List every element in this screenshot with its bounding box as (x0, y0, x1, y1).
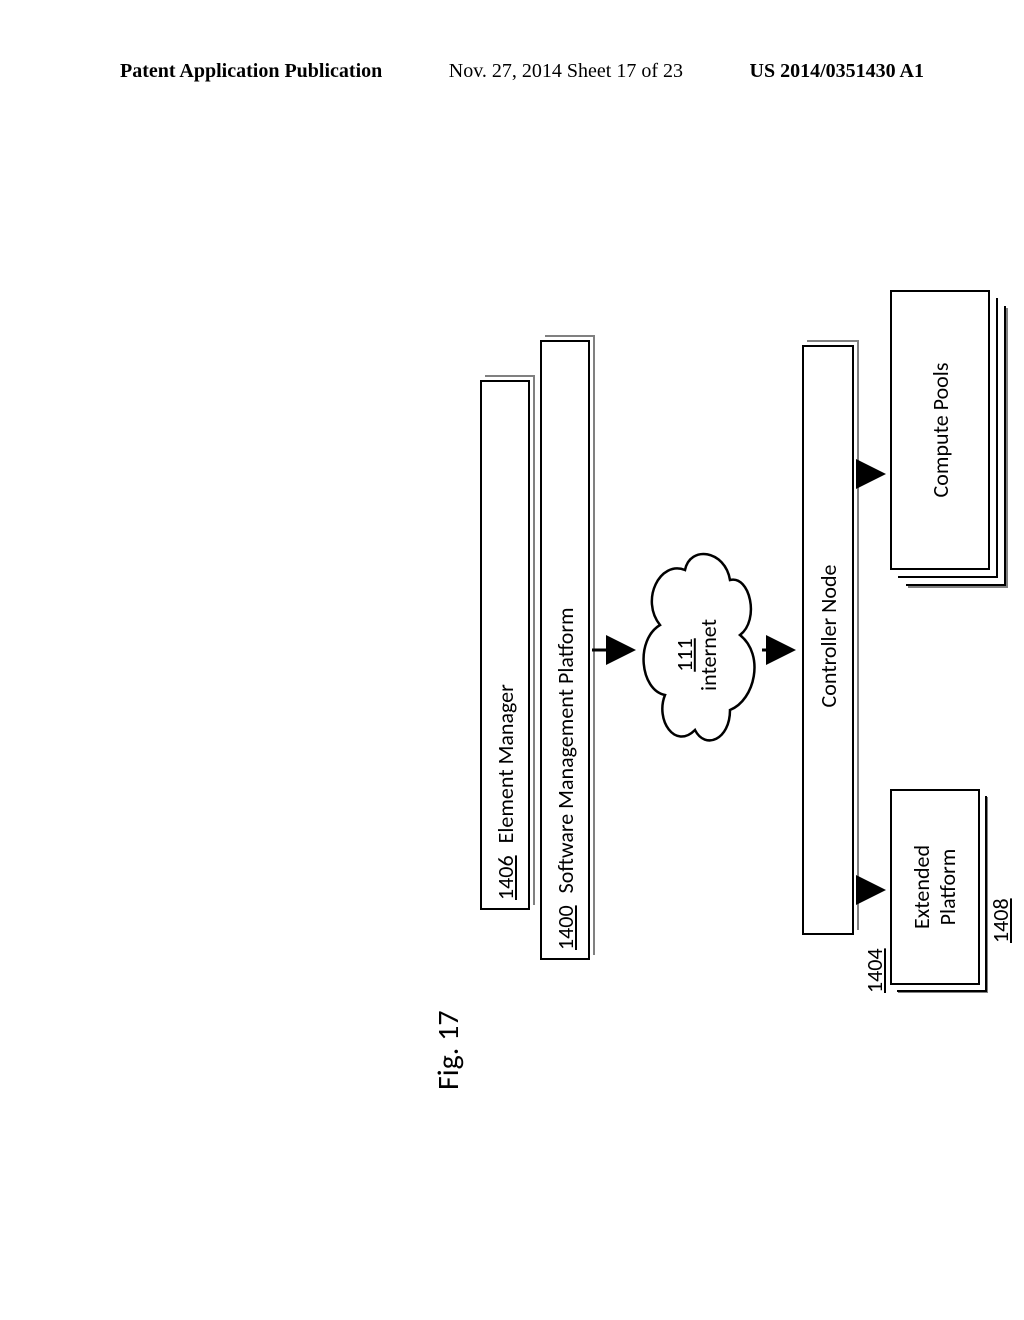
controller-text: Controller Node (815, 565, 842, 708)
element-manager-box: 1406 Element Manager (480, 380, 530, 910)
arrow-ctrl_to_pools (856, 464, 892, 484)
extended-platform-line1: Extended (908, 845, 935, 929)
internet-cloud: 111 internet (630, 540, 770, 770)
publication-number: US 2014/0351430 A1 (750, 60, 924, 83)
figure-label: Fig. 17 (430, 1010, 467, 1090)
software-management-platform-box: 1400 Software Management Platform (540, 340, 590, 960)
element-manager-text: Element Manager (492, 684, 519, 843)
extended-platform-line2: Platform (934, 849, 961, 926)
compute-pools-text: Compute Pools (927, 363, 954, 498)
compute-pools-ref: 1410 (1017, 443, 1024, 488)
arrow-smp_to_cloud (592, 640, 642, 660)
publication-date-sheet: Nov. 27, 2014 Sheet 17 of 23 (449, 60, 683, 83)
extended-platform-text: Extended Platform (909, 845, 962, 929)
publication-type: Patent Application Publication (120, 60, 382, 83)
element-manager-ref: 1406 (492, 855, 519, 900)
extended-platform-box: 1408 Extended Platform (890, 789, 980, 985)
internet-ref: 111 (673, 619, 697, 691)
smp-ref: 1400 (552, 905, 579, 950)
compute-pools-box: 1410 Compute Pools (890, 290, 990, 570)
extended-platform-ref: 1408 (987, 898, 1014, 943)
page-header: Patent Application Publication Nov. 27, … (120, 60, 924, 83)
internet-label: 111 internet (673, 619, 721, 691)
smp-text: Software Management Platform (552, 607, 579, 893)
arrow-ctrl_to_ext (856, 880, 892, 900)
internet-text: internet (695, 619, 722, 691)
arrow-cloud_to_ctrl (762, 640, 802, 660)
controller-ref: 1404 (861, 948, 888, 993)
controller-node-box: 1404 Controller Node (802, 345, 854, 935)
